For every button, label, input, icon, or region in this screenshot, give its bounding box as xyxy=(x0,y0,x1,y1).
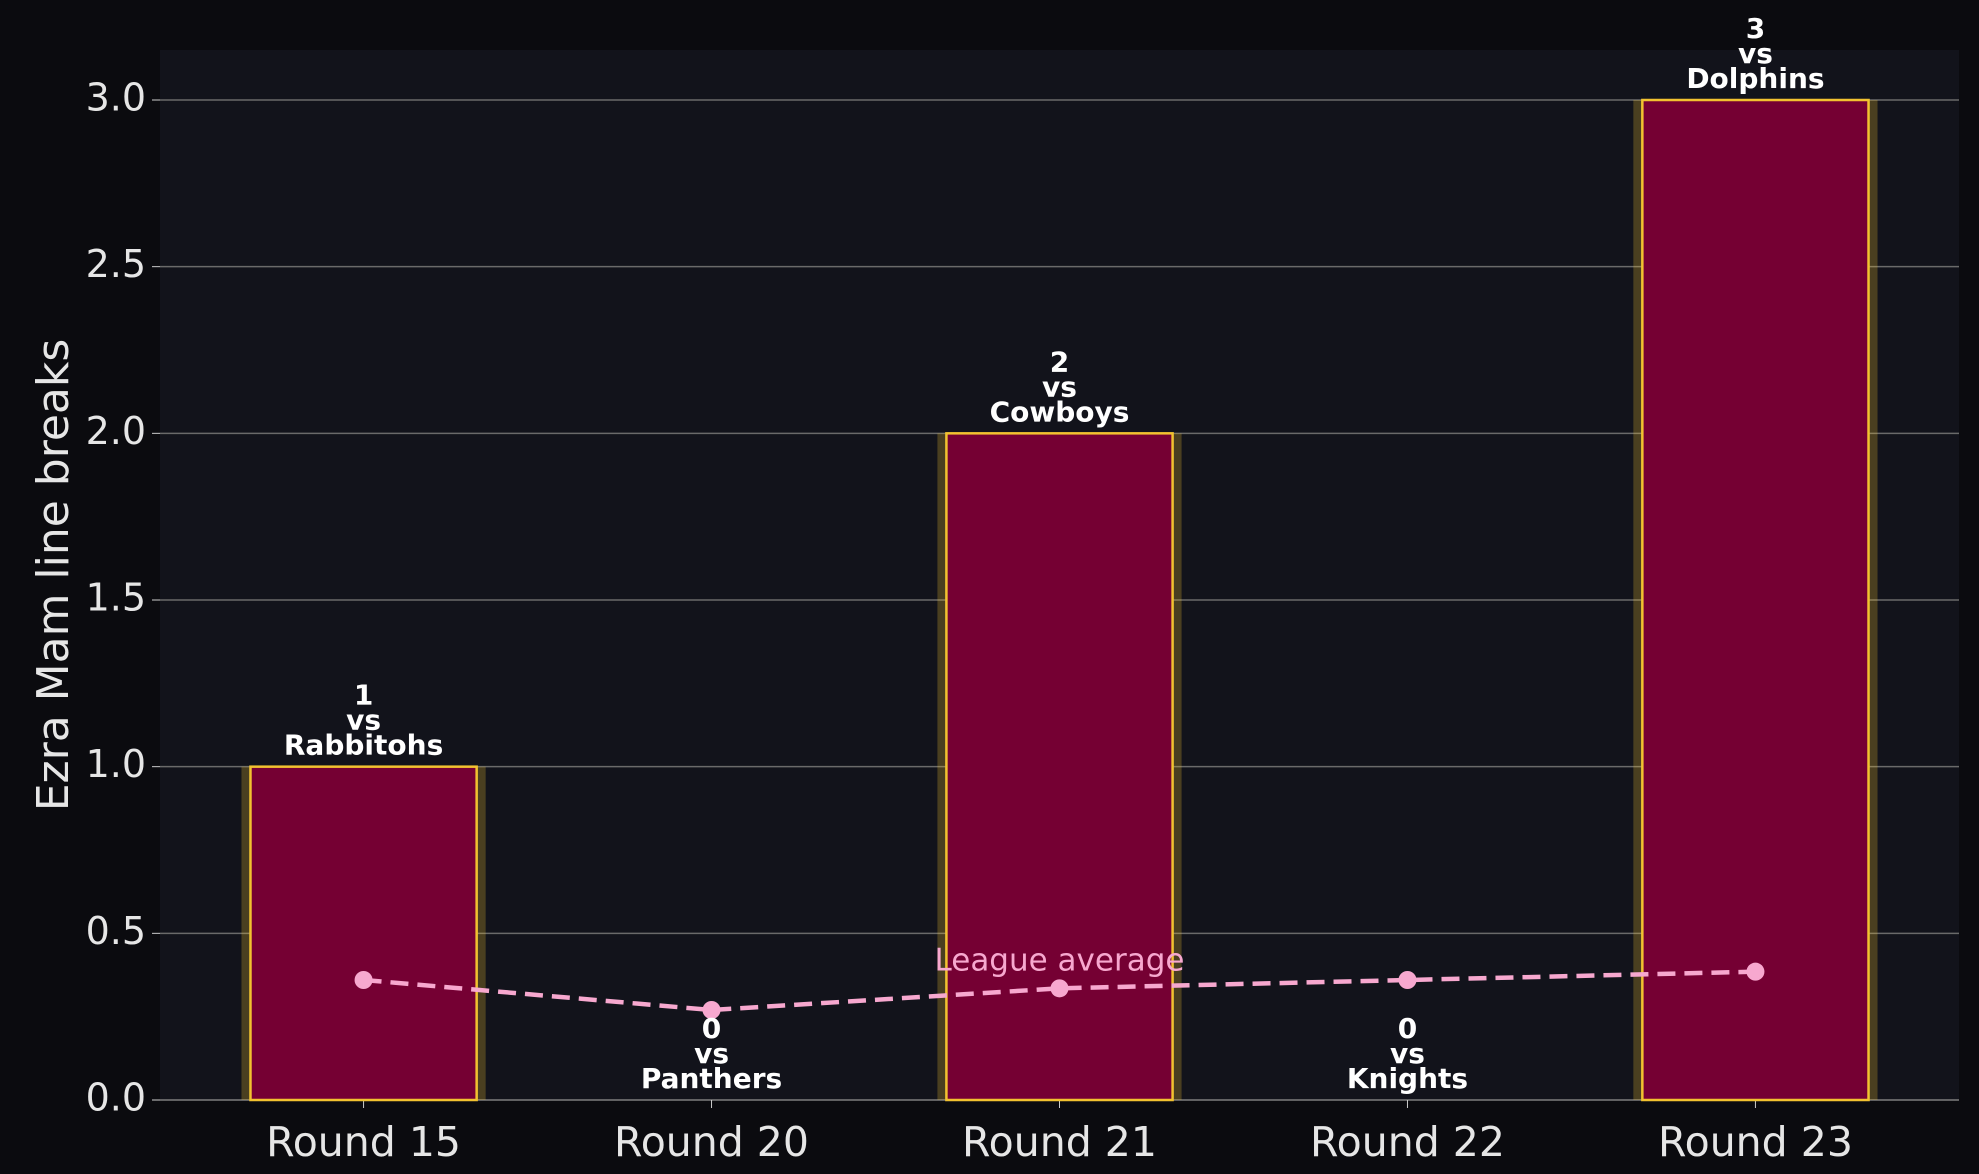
value-label: 0 xyxy=(702,1012,721,1045)
x-tick-label: Round 23 xyxy=(1658,1118,1853,1166)
vs-label: vs xyxy=(1738,37,1773,70)
y-tick-label: 1.0 xyxy=(86,742,146,786)
bar xyxy=(945,432,1174,1102)
vs-label: vs xyxy=(346,704,381,737)
average-label: League average xyxy=(935,942,1185,978)
vs-label: vs xyxy=(1042,370,1077,403)
x-tick-label: Round 21 xyxy=(962,1118,1157,1166)
average-marker xyxy=(1746,962,1765,981)
value-label: 3 xyxy=(1746,12,1765,45)
opponent-label: Cowboys xyxy=(990,395,1130,428)
average-marker xyxy=(1050,979,1069,998)
bar xyxy=(1641,98,1870,1102)
average-marker xyxy=(1398,971,1417,989)
x-tick-label: Round 20 xyxy=(614,1118,809,1166)
value-label: 0 xyxy=(1398,1012,1417,1045)
opponent-label: Knights xyxy=(1347,1062,1468,1095)
opponent-label: Dolphins xyxy=(1686,62,1824,95)
vs-label: vs xyxy=(1390,1037,1425,1070)
y-tick-label: 1.5 xyxy=(86,576,146,620)
value-label: 2 xyxy=(1050,345,1069,378)
y-tick-label: 2.5 xyxy=(86,242,146,286)
bar xyxy=(249,765,478,1102)
value-label: 1 xyxy=(354,679,373,712)
average-marker xyxy=(354,971,373,989)
y-tick-label: 2.0 xyxy=(86,409,146,453)
opponent-label: Rabbitohs xyxy=(284,729,443,762)
y-axis-label: Ezra Mam line breaks xyxy=(28,339,79,812)
average-line xyxy=(363,969,1756,1013)
vs-label: vs xyxy=(694,1037,729,1070)
x-tick-label: Round 22 xyxy=(1310,1118,1505,1166)
y-tick-label: 0.0 xyxy=(86,1076,146,1120)
x-tick-label: Round 15 xyxy=(266,1118,461,1166)
opponent-label: Panthers xyxy=(641,1062,782,1095)
y-tick-label: 3.0 xyxy=(86,76,146,120)
average-marker xyxy=(702,1001,721,1019)
y-tick-label: 0.5 xyxy=(86,909,146,953)
